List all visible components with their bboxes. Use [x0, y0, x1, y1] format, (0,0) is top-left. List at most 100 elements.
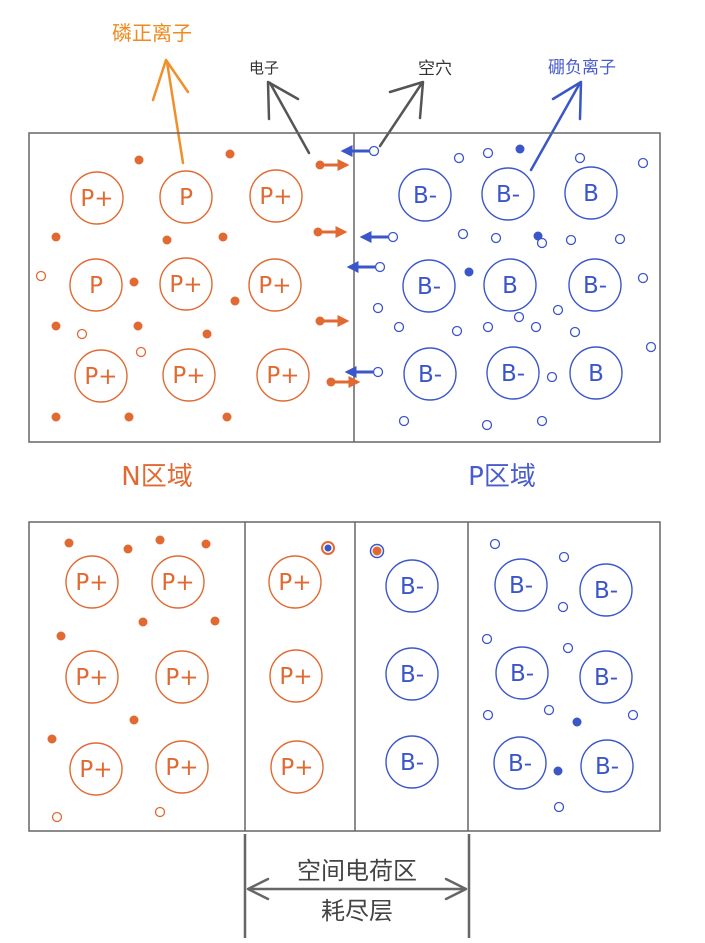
svg-text:B: B: [583, 181, 599, 207]
free-electron: [129, 277, 139, 287]
n-atom: P+: [155, 740, 209, 794]
svg-text:B: B: [588, 361, 604, 387]
p-hole: [536, 415, 548, 427]
p-hole: [627, 709, 639, 721]
n-atom: P+: [69, 742, 123, 796]
p-hole: [565, 234, 577, 246]
b-atom: B-: [493, 736, 547, 790]
p-hole: [557, 601, 569, 613]
svg-text:P+: P+: [80, 186, 113, 212]
n-atom: P+: [65, 555, 119, 609]
free-electron: [222, 412, 232, 422]
b-atom: B-: [403, 347, 457, 401]
p-electron: [553, 766, 563, 776]
svg-text:B-: B-: [509, 573, 533, 599]
svg-text:P+: P+: [84, 364, 117, 390]
svg-text:B-: B-: [417, 274, 441, 300]
hole-pointer-arrow: [378, 80, 425, 148]
p-electron: [515, 144, 525, 154]
n-atom: P: [159, 170, 213, 224]
free-electron: [51, 412, 61, 422]
b-atom: B-: [579, 563, 633, 617]
p-hole: [481, 633, 493, 645]
p-hole: [562, 642, 574, 654]
depletion-width-arrow: [246, 877, 468, 901]
free-electron: [129, 715, 139, 725]
n-region-label: N区域: [121, 462, 192, 492]
svg-text:B-: B-: [413, 183, 437, 209]
p-hole: [453, 152, 465, 164]
b-atom: B-: [495, 646, 549, 700]
top-crystal-box: [28, 132, 661, 443]
p-hole: [530, 321, 542, 333]
free-electron: [138, 617, 148, 627]
n-atom: P+: [249, 169, 303, 223]
b-atom: B-: [494, 558, 548, 612]
free-electron: [56, 631, 66, 641]
n-atom: P+: [159, 257, 213, 311]
svg-text:P+: P+: [279, 664, 312, 690]
p-hole: [553, 801, 565, 813]
phosphorus-pointer-arrow: [151, 58, 190, 165]
svg-text:P+: P+: [75, 570, 108, 596]
svg-text:B-: B-: [594, 665, 618, 691]
p-hole: [398, 415, 410, 427]
p-hole: [543, 704, 555, 716]
b-atom: B-: [568, 258, 622, 312]
svg-text:P: P: [179, 185, 193, 211]
svg-text:P+: P+: [165, 755, 198, 781]
p-hole: [372, 302, 384, 314]
free-electron: [51, 321, 61, 331]
diffusing-electron: [313, 227, 323, 237]
free-electron: [162, 235, 172, 245]
free-electron: [225, 149, 235, 159]
n-atom: P+: [151, 555, 205, 609]
n-hole: [51, 811, 63, 823]
svg-text:B-: B-: [510, 661, 534, 687]
p-region-label: P区域: [468, 462, 536, 492]
diffusing-hole: [372, 366, 384, 378]
bottom-carriers: [47, 535, 639, 823]
svg-text:B-: B-: [595, 754, 619, 780]
svg-text:P+: P+: [280, 755, 313, 781]
free-electron: [133, 321, 143, 331]
n-hole: [135, 346, 147, 358]
svg-text:B: B: [502, 273, 518, 299]
p-hole: [482, 147, 494, 159]
svg-text:B-: B-: [496, 182, 520, 208]
hole-label: 空穴: [418, 59, 452, 79]
b-atom: B: [569, 346, 623, 400]
svg-text:P+: P+: [161, 570, 194, 596]
svg-text:P+: P+: [266, 363, 299, 389]
svg-text:B-: B-: [583, 273, 607, 299]
depletion-n-ion: P+: [269, 649, 323, 703]
free-electron: [124, 412, 134, 422]
space-charge-region-label: 空间电荷区: [297, 857, 417, 885]
p-hole: [558, 551, 570, 563]
n-hole: [35, 270, 47, 282]
svg-text:B-: B-: [400, 662, 424, 688]
top-p-atoms: B- B- B B- B B- B- B- B: [398, 166, 623, 401]
p-hole: [482, 321, 494, 333]
svg-text:P: P: [89, 273, 103, 299]
svg-text:B-: B-: [594, 578, 618, 604]
p-hole: [513, 311, 525, 323]
p-hole: [536, 237, 548, 249]
b-atom: B: [483, 258, 537, 312]
free-electron: [201, 539, 211, 549]
p-hole: [637, 157, 649, 169]
boron-pointer-arrow: [529, 80, 583, 172]
svg-text:B-: B-: [400, 574, 424, 600]
free-electron: [202, 329, 212, 339]
free-electron: [155, 535, 165, 545]
depletion-b-ion: B-: [385, 735, 439, 789]
free-electron: [64, 538, 74, 548]
bottom-atoms: P+ P+ P+ P+ P+ P+ P+ P+ P+ B- B- B- B- B- B- B- B- B-: [65, 555, 634, 796]
svg-text:P+: P+: [75, 665, 108, 691]
p-hole: [481, 419, 493, 431]
bottom-crystal-box: [28, 521, 661, 832]
svg-text:P+: P+: [79, 757, 112, 783]
p-hole: [451, 325, 463, 337]
svg-text:P+: P+: [169, 272, 202, 298]
